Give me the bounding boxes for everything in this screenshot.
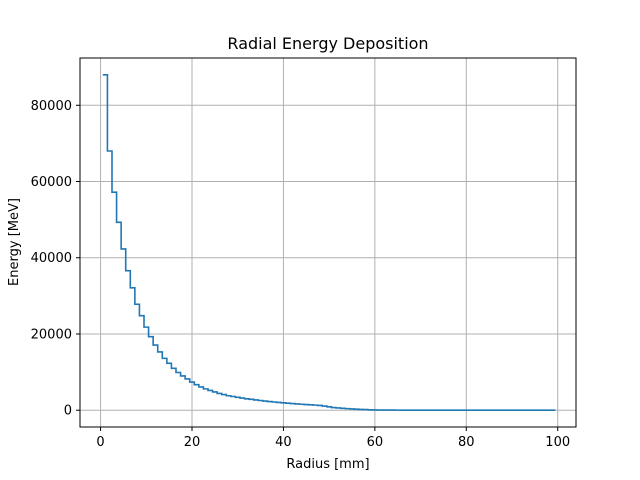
x-tick-label: 60 xyxy=(367,435,384,450)
y-tick-label: 40000 xyxy=(31,251,72,266)
chart-title: Radial Energy Deposition xyxy=(227,34,428,53)
energy-step-line xyxy=(102,73,556,412)
x-tick-label: 100 xyxy=(545,435,570,450)
axis-ticks: 0 20 40 60 80 100 0 20000 40000 60000 80000 xyxy=(31,99,570,450)
x-tick-label: 40 xyxy=(275,435,292,450)
grid-lines xyxy=(80,58,576,427)
y-tick-label: 20000 xyxy=(31,327,72,342)
y-tick-label: 0 xyxy=(64,404,72,419)
x-tick-label: 80 xyxy=(458,435,475,450)
x-axis-label: Radius [mm] xyxy=(286,457,369,472)
x-tick-label: 0 xyxy=(96,435,104,450)
y-tick-label: 80000 xyxy=(31,99,72,114)
y-axis-label: Energy [MeV] xyxy=(7,198,22,286)
x-tick-label: 20 xyxy=(184,435,201,450)
plot-frame xyxy=(79,57,577,428)
y-tick-label: 60000 xyxy=(31,175,72,190)
